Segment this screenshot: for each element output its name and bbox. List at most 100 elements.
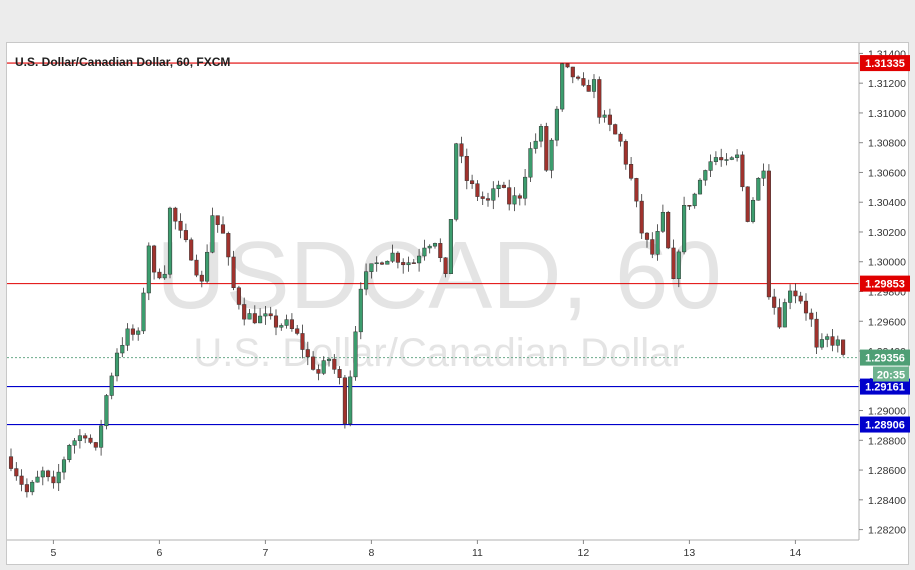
candle-body (337, 369, 342, 378)
candle-body (215, 215, 220, 225)
candle-body (61, 459, 67, 473)
price-tick-label: 1.28600 (868, 465, 906, 477)
candle-body (114, 352, 120, 377)
candle-body (708, 161, 713, 171)
level-price-tag-bg (860, 275, 910, 292)
candle-body (777, 307, 782, 328)
watermark-name: U.S. Dollar/Canadian Dollar (193, 331, 684, 375)
candle-body (35, 476, 40, 483)
candle-body (464, 155, 469, 181)
candlestick-chart[interactable]: USDCAD, 60 U.S. Dollar/Canadian Dollar 1… (7, 43, 910, 566)
candle-body (178, 220, 183, 231)
candle-body (14, 468, 19, 477)
candle-body (528, 148, 533, 178)
watermark-symbol: USDCAD, 60 (156, 222, 722, 329)
candle-body (438, 243, 443, 259)
candle-body (634, 178, 639, 202)
price-axis[interactable]: 1.282001.284001.286001.288001.290001.292… (859, 48, 906, 537)
candle-body (825, 336, 830, 340)
candle-body (311, 356, 316, 370)
candle-body (173, 207, 178, 222)
candle-body (268, 313, 273, 317)
candle-body (560, 63, 565, 110)
candle-body (141, 292, 146, 332)
candle-body (761, 170, 766, 179)
candle-body (565, 63, 570, 68)
candle-body (512, 195, 517, 205)
candle-body (130, 328, 135, 335)
time-tick-label: 6 (156, 547, 162, 559)
price-tick-label: 1.28200 (868, 525, 906, 537)
candle-body (263, 313, 268, 317)
bar-countdown: 20:35 (877, 370, 905, 382)
time-tick-label: 5 (50, 547, 56, 559)
level-price-tag: 1.31335 (865, 58, 905, 70)
candle-body (273, 315, 279, 328)
candle-body (67, 445, 72, 460)
level-price-tag-bg (860, 378, 910, 395)
candle-body (586, 85, 591, 92)
candle-body (809, 312, 814, 320)
candle-body (671, 247, 676, 279)
price-tick-label: 1.28400 (868, 495, 906, 507)
candle-body (470, 180, 475, 185)
candle-body (819, 339, 824, 348)
candle-body (411, 262, 416, 264)
candle-body (8, 456, 14, 469)
candle-body (618, 133, 623, 142)
candle-body (226, 233, 231, 258)
candle-body (295, 328, 300, 334)
level-price-tag-bg (860, 416, 910, 433)
candle-body (88, 437, 93, 443)
candle-body (353, 331, 358, 378)
candle-body (639, 200, 644, 234)
price-tick-label: 1.31200 (868, 78, 906, 90)
candle-body (644, 232, 650, 240)
candle-body (454, 143, 459, 220)
price-tags: 1.31335 1.29853 1.29161 1.28906 1.29356 20:35 (860, 55, 910, 433)
candle-body (342, 377, 347, 424)
chart-panel[interactable]: USDCAD, 60 U.S. Dollar/Canadian Dollar 1… (6, 42, 910, 566)
candle-body (24, 484, 29, 493)
candles (8, 62, 846, 498)
candle-body (507, 187, 512, 205)
candle-body (236, 287, 241, 305)
price-tick-label: 1.30600 (868, 167, 906, 179)
candle-body (183, 230, 188, 241)
candle-body (629, 164, 634, 179)
candle-body (581, 78, 586, 86)
candle-body (735, 154, 740, 158)
candle-body (83, 435, 88, 439)
candle-body (841, 339, 846, 355)
level-price-tag: 1.29161 (865, 382, 905, 394)
candle-body (210, 215, 215, 253)
watermark: USDCAD, 60 U.S. Dollar/Canadian Dollar (156, 222, 722, 375)
candle-body (252, 313, 257, 324)
candle-body (697, 179, 703, 195)
candle-body (46, 470, 51, 478)
time-axis[interactable]: 5 6 7 8 11 12 13 14 (50, 540, 801, 559)
candle-body (740, 154, 745, 188)
candle-body (666, 211, 671, 249)
candle-body (162, 273, 167, 279)
current-price-tag: 1.29356 (865, 353, 905, 365)
candle-body (136, 330, 141, 335)
price-tick-label: 1.30400 (868, 197, 906, 209)
countdown-bg (873, 366, 909, 382)
candle-body (443, 257, 448, 274)
horizontal-lines[interactable] (7, 62, 859, 426)
chart-title: U.S. Dollar/Canadian Dollar, 60, FXCM (15, 55, 230, 69)
price-tick-label: 1.29000 (868, 406, 906, 418)
level-price-tag-bg (860, 55, 910, 72)
candle-body (655, 231, 660, 255)
level-price-tag: 1.28906 (865, 420, 905, 432)
candle-body (475, 183, 480, 197)
candle-body (597, 79, 602, 118)
candle-body (220, 224, 226, 234)
candle-body (793, 290, 798, 297)
candle-body (830, 336, 835, 346)
candle-body (157, 271, 162, 279)
time-tick-label: 7 (262, 547, 268, 559)
time-tick-label: 13 (684, 547, 696, 559)
candle-body (692, 193, 697, 207)
